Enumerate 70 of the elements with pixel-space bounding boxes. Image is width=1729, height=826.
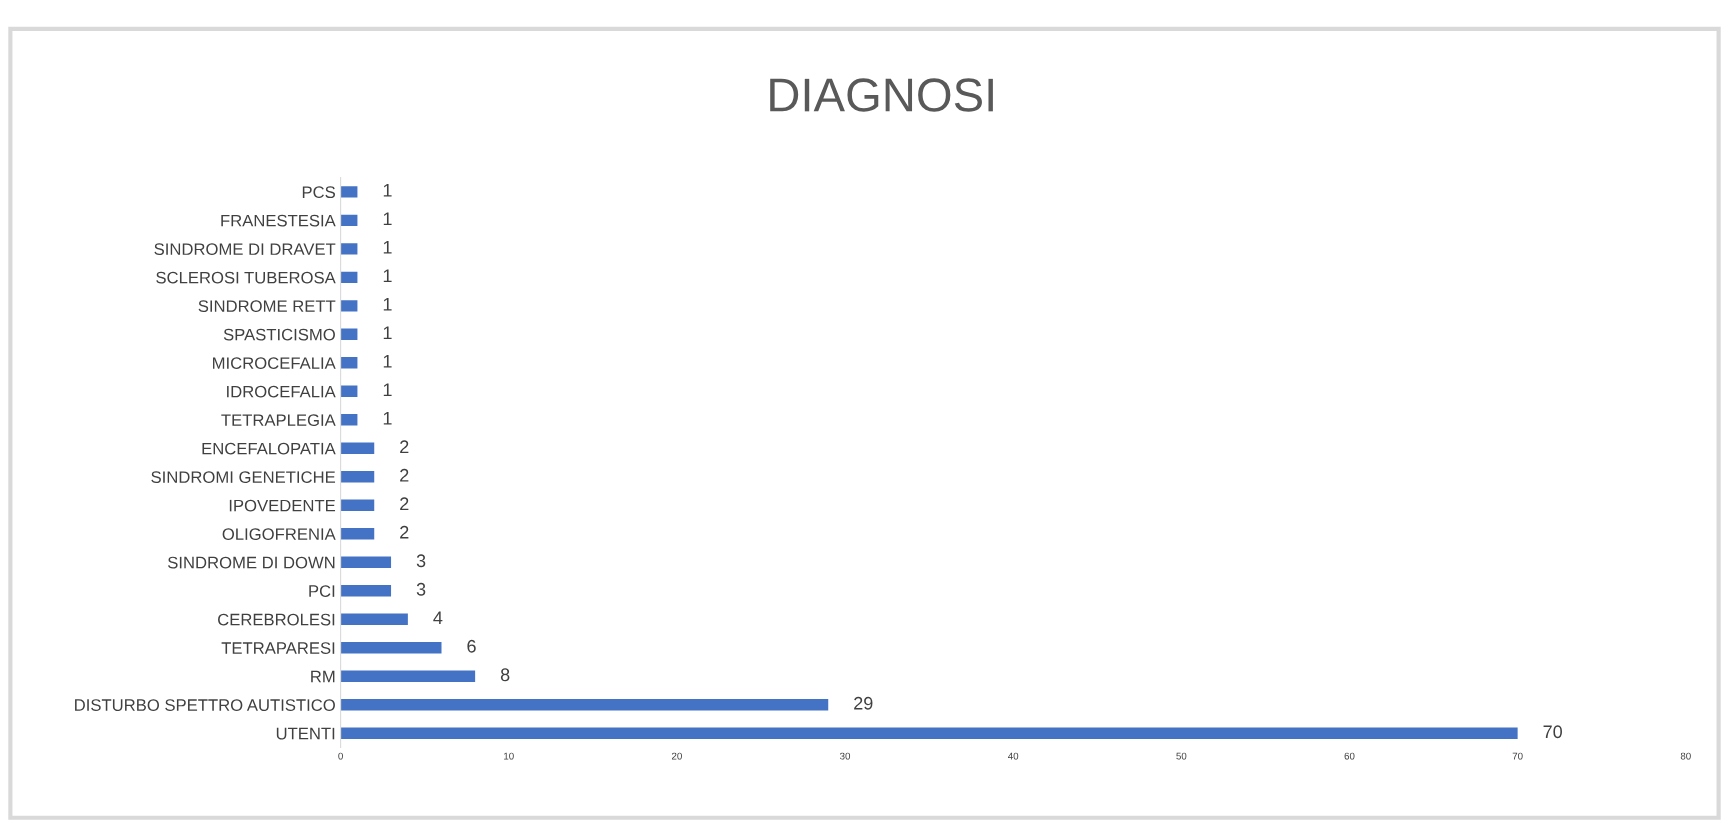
data-label: 1 (383, 298, 392, 311)
bar (340, 328, 358, 341)
bar (340, 699, 829, 711)
data-label: 1 (383, 412, 392, 425)
bar (340, 528, 375, 540)
data-label: 1 (383, 326, 392, 339)
bar (340, 385, 358, 398)
y-tick-label: SPASTICISMO (223, 328, 335, 341)
y-tick-label: IPOVEDENTE (229, 499, 336, 512)
bar (340, 727, 1518, 739)
x-tick-label: 30 (840, 752, 851, 760)
y-tick-label: RM (311, 670, 335, 683)
x-tick-label: 80 (1680, 752, 1691, 760)
data-label: 2 (400, 525, 409, 539)
data-label: 1 (383, 241, 392, 254)
y-tick-label: DISTURBO SPETTRO AUTISTICO (75, 699, 335, 711)
data-label: 1 (383, 269, 392, 282)
y-tick-label: CEREBROLESI (218, 613, 335, 626)
x-tick-label: 70 (1512, 752, 1523, 760)
y-tick-label: TETRAPLEGIA (221, 414, 336, 427)
bar (340, 670, 476, 682)
y-tick-label: SCLEROSI TUBEROSA (156, 271, 336, 284)
bar (340, 214, 358, 227)
y-tick-label: SINDROME RETT (198, 300, 336, 313)
x-tick-label: 10 (504, 752, 514, 760)
data-label: 2 (400, 440, 409, 453)
data-label: 1 (383, 383, 392, 396)
data-label: 6 (467, 639, 476, 653)
y-tick-label: ENCEFALOPATIA (202, 442, 336, 455)
bar (340, 300, 358, 312)
y-tick-label: OLIGOFRENIA (222, 528, 336, 541)
data-label: 2 (400, 497, 409, 510)
x-tick-label: 0 (338, 752, 343, 760)
bar (340, 186, 358, 198)
bar (340, 471, 375, 483)
bar (340, 613, 408, 625)
bar (340, 442, 375, 455)
bar (340, 585, 392, 597)
y-tick-label: SINDROME DI DOWN (167, 556, 335, 569)
bar (340, 271, 358, 284)
data-label: 29 (854, 696, 873, 710)
data-label: 3 (416, 582, 426, 596)
y-tick-label: TETRAPARESI (221, 642, 335, 654)
data-label: 2 (400, 468, 409, 482)
data-label: 8 (500, 668, 510, 682)
bar (340, 642, 442, 654)
chart-title: DIAGNOSI (770, 78, 993, 112)
bar (340, 357, 358, 369)
y-tick-label: IDROCEFALIA (227, 385, 336, 398)
y-tick-label: SINDROMI GENETICHE (151, 471, 336, 484)
x-tick-label: 50 (1176, 752, 1187, 760)
bar (340, 243, 358, 255)
data-label: 4 (433, 611, 443, 624)
bar (340, 414, 358, 426)
data-label: 1 (383, 212, 392, 225)
data-label: 70 (1543, 725, 1563, 739)
y-tick-label: UTENTI (276, 727, 335, 740)
bar (340, 556, 392, 568)
y-tick-label: PCI (309, 585, 335, 597)
y-tick-label: PCS (302, 186, 335, 199)
x-tick-label: 40 (1008, 752, 1019, 760)
data-label: 1 (383, 355, 392, 368)
x-tick-label: 60 (1344, 752, 1355, 760)
data-label: 1 (383, 184, 392, 197)
x-tick-label: 20 (671, 752, 682, 760)
y-tick-label: FRANESTESIA (221, 214, 336, 227)
y-tick-label: MICROCEFALIA (213, 357, 336, 370)
y-tick-label: SINDROME DI DRAVET (154, 243, 336, 256)
data-label: 3 (416, 554, 426, 568)
bar (340, 499, 375, 511)
